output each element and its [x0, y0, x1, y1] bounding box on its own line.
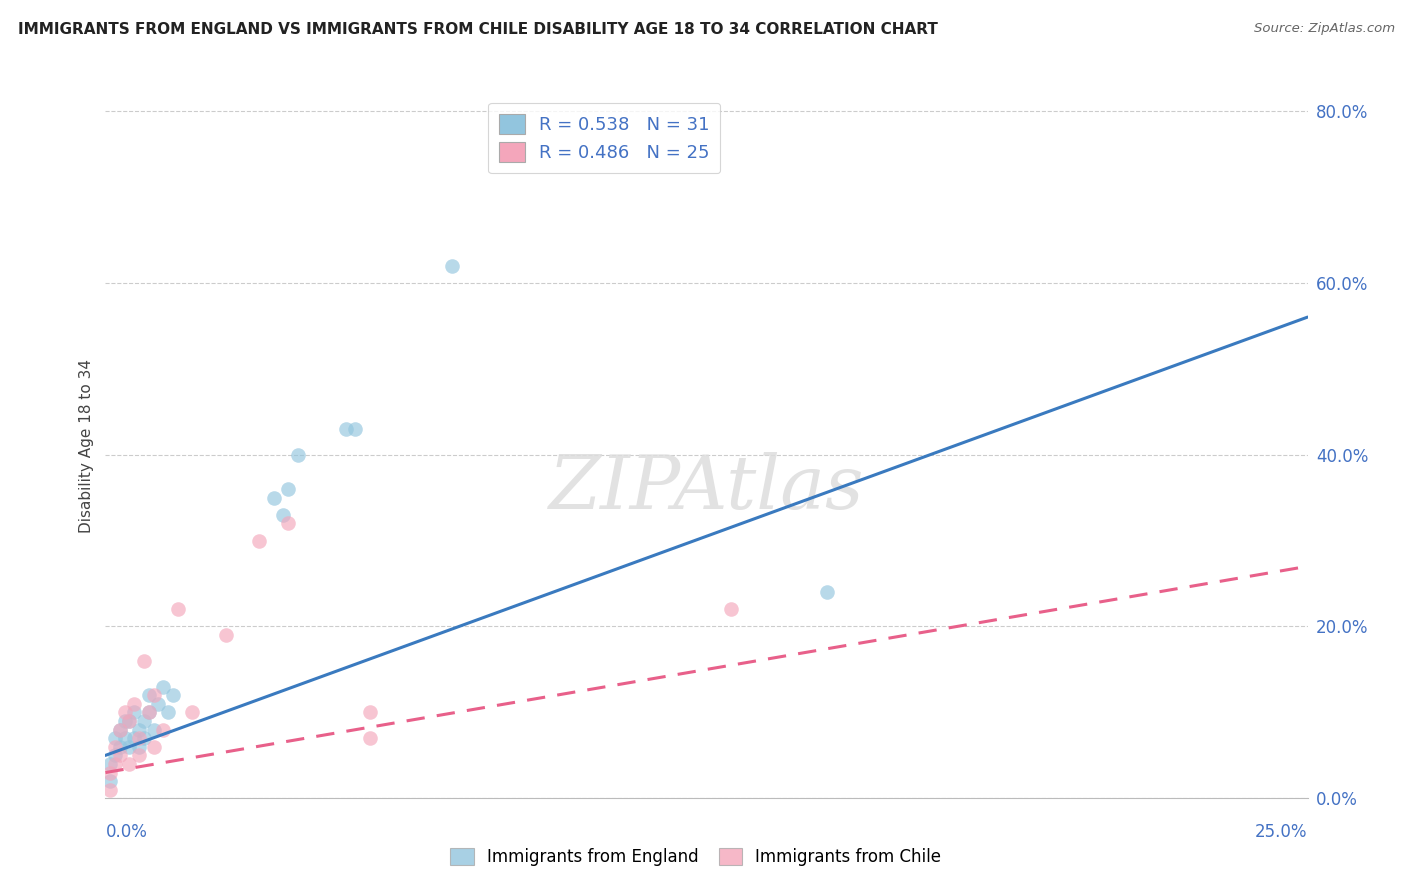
Point [124, 706, 146, 720]
Point [214, 628, 236, 642]
Text: 25.0%: 25.0% [1256, 822, 1308, 840]
Point [162, 688, 184, 702]
Point [98, 765, 121, 780]
Point [273, 508, 295, 522]
Text: ZIPAtlas: ZIPAtlas [548, 452, 865, 524]
Point [128, 739, 150, 754]
Point [142, 723, 165, 737]
Point [152, 723, 174, 737]
Point [118, 756, 141, 771]
Point [344, 422, 367, 436]
Point [277, 516, 299, 531]
Point [359, 706, 381, 720]
Point [132, 714, 155, 728]
Point [142, 739, 165, 754]
Point [108, 748, 131, 763]
Point [128, 731, 150, 746]
Point [124, 697, 146, 711]
Point [132, 731, 155, 746]
Point [359, 731, 381, 746]
Point [720, 602, 742, 616]
Point [152, 680, 174, 694]
Point [98, 756, 121, 771]
Point [148, 697, 170, 711]
Point [108, 739, 131, 754]
Point [166, 602, 188, 616]
Point [108, 723, 131, 737]
Point [98, 782, 121, 797]
Point [287, 448, 309, 462]
Point [114, 714, 136, 728]
Point [118, 714, 141, 728]
Point [118, 714, 141, 728]
Point [108, 723, 131, 737]
Point [104, 756, 127, 771]
Legend: R = 0.538   N = 31, R = 0.486   N = 25: R = 0.538 N = 31, R = 0.486 N = 25 [488, 103, 720, 173]
Point [335, 422, 357, 436]
Y-axis label: Disability Age 18 to 34: Disability Age 18 to 34 [79, 359, 94, 533]
Point [104, 748, 127, 763]
Point [440, 259, 463, 273]
Point [128, 723, 150, 737]
Legend: Immigrants from England, Immigrants from Chile: Immigrants from England, Immigrants from… [444, 841, 948, 873]
Point [124, 731, 146, 746]
Point [815, 585, 838, 599]
Point [156, 706, 179, 720]
Point [118, 739, 141, 754]
Point [138, 706, 160, 720]
Point [142, 688, 165, 702]
Point [277, 482, 299, 496]
Text: 0.0%: 0.0% [105, 822, 148, 840]
Point [263, 491, 285, 505]
Point [132, 654, 155, 668]
Point [104, 731, 127, 746]
Point [181, 706, 204, 720]
Point [247, 533, 270, 548]
Point [128, 748, 150, 763]
Point [114, 731, 136, 746]
Point [138, 706, 160, 720]
Text: IMMIGRANTS FROM ENGLAND VS IMMIGRANTS FROM CHILE DISABILITY AGE 18 TO 34 CORRELA: IMMIGRANTS FROM ENGLAND VS IMMIGRANTS FR… [18, 22, 938, 37]
Point [104, 739, 127, 754]
Point [138, 688, 160, 702]
Point [114, 706, 136, 720]
Text: Source: ZipAtlas.com: Source: ZipAtlas.com [1254, 22, 1395, 36]
Point [98, 774, 121, 789]
